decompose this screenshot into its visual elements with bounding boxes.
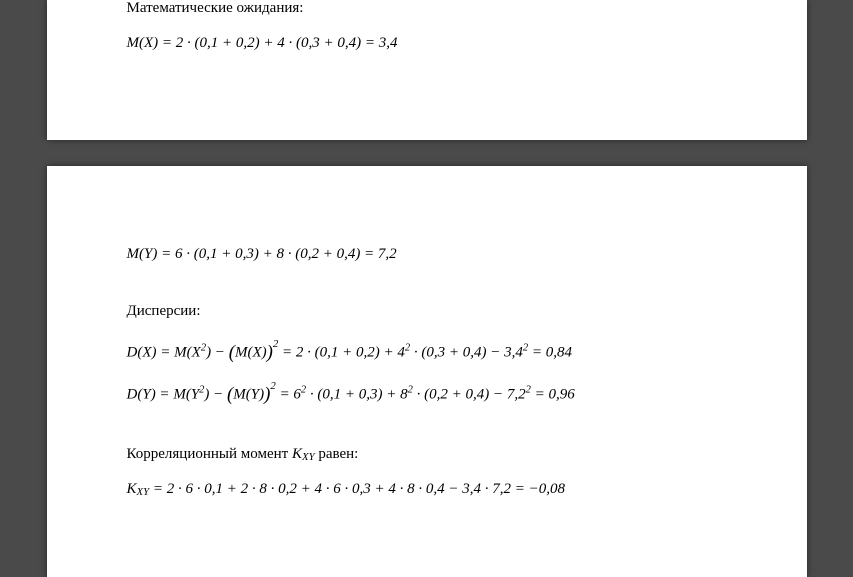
- equation-kxy: KXY = 2 · 6 · 0,1 + 2 · 8 · 0,2 + 4 · 6 …: [127, 481, 727, 498]
- heading-correlation: Корреляционный момент KXY равен:: [127, 446, 727, 463]
- equation-dy: D(Y) = M(Y2) − (M(Y))2 = 62 · (0,1 + 0,3…: [127, 380, 727, 406]
- page-1: Математические ожидания: M(X) = 2 · (0,1…: [47, 0, 807, 140]
- page-2: M(Y) = 6 · (0,1 + 0,3) + 8 · (0,2 + 0,4)…: [47, 166, 807, 577]
- heading-variances: Дисперсии:: [127, 303, 727, 320]
- viewport: Математические ожидания: M(X) = 2 · (0,1…: [0, 0, 853, 577]
- equation-dx: D(X) = M(X2) − (M(X))2 = 2 · (0,1 + 0,2)…: [127, 338, 727, 364]
- page-gap: [0, 140, 853, 166]
- heading-expectations: Математические ожидания:: [127, 0, 727, 17]
- equation-mx: M(X) = 2 · (0,1 + 0,2) + 4 · (0,3 + 0,4)…: [127, 35, 727, 52]
- equation-my: M(Y) = 6 · (0,1 + 0,3) + 8 · (0,2 + 0,4)…: [127, 246, 727, 263]
